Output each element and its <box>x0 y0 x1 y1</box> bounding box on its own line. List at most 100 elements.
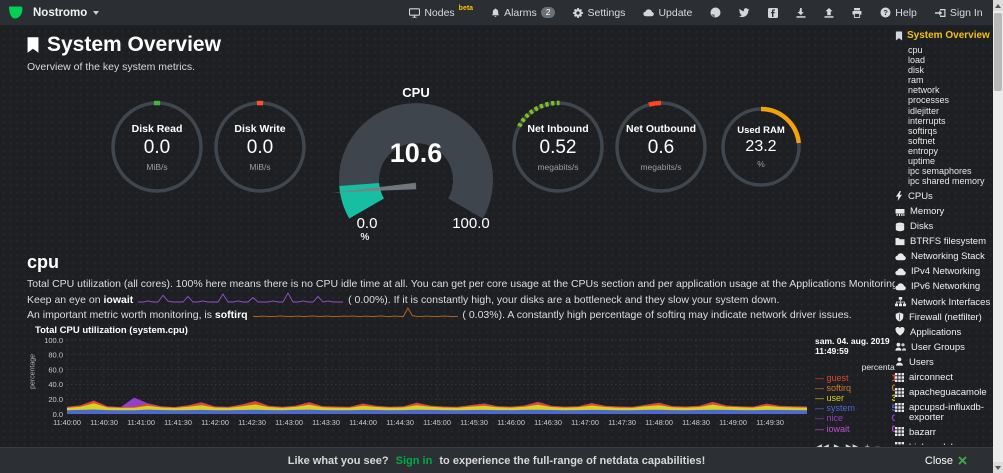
user-icon <box>895 357 904 367</box>
hostname[interactable]: Nostromo <box>33 6 88 19</box>
sidebar-subitem-network[interactable]: network <box>908 85 940 96</box>
sidebar-item-ipv6-networking[interactable]: IPv6 Networking <box>895 282 991 292</box>
gauge-label: Net Outbound <box>626 122 696 135</box>
scroll-down-arrow[interactable] <box>993 462 1003 473</box>
cpu-softirq-line: An important metric worth monitoring, is… <box>27 307 852 322</box>
main-content: System Overview Overview of the key syst… <box>0 25 895 473</box>
legend-unit: percentage <box>861 361 895 372</box>
chevron-down-icon[interactable] <box>93 10 100 15</box>
gauge-label: Disk Write <box>234 122 286 135</box>
svg-text:11:40:00: 11:40:00 <box>53 418 81 427</box>
sidebar-subitem-ipc-semaphores[interactable]: ipc semaphores <box>908 166 972 177</box>
sidebar-item-user-groups[interactable]: User Groups <box>895 343 991 353</box>
svg-text:11:44:30: 11:44:30 <box>386 418 414 427</box>
sidebar-item-system-overview[interactable]: System Overview <box>895 30 991 41</box>
sidebar-item-applications[interactable]: Applications <box>895 327 991 338</box>
svg-text:11:47:00: 11:47:00 <box>571 418 599 427</box>
cloud-icon <box>895 267 906 276</box>
beta-badge: beta <box>458 5 474 12</box>
scrollbar-thumb[interactable] <box>994 13 1002 91</box>
gauge-net-inbound[interactable]: Net Inbound 0.52 megabits/s <box>509 98 607 196</box>
sidebar-subitem-uptime[interactable]: uptime <box>908 156 936 167</box>
sidebar-item-cpus[interactable]: CPUs <box>895 190 991 202</box>
sidebar-subitem-processes[interactable]: processes <box>908 95 950 106</box>
facebook-button[interactable] <box>768 7 779 18</box>
sidebar-item-airconnect[interactable]: airconnect <box>895 372 991 383</box>
gauge-cpu[interactable]: CPU 10.6 0.0 100.0 % <box>323 85 509 242</box>
sidebar-subitem-ipc-shared-memory[interactable]: ipc shared memory <box>908 176 985 187</box>
softirq-sparkline <box>252 307 458 322</box>
sidebar-item-disks[interactable]: Disks <box>895 222 991 232</box>
signin-button[interactable]: Sign In <box>934 7 983 19</box>
netdata-logo[interactable] <box>8 5 25 20</box>
sidebar-item-bazarr[interactable]: bazarr <box>895 427 991 438</box>
sidebar-item-apcupsd-influxdb-exporter[interactable]: apcupsd-influxdb-exporter <box>895 402 991 422</box>
section-heading-cpu[interactable]: cpu <box>27 252 60 272</box>
sidebar-item-apacheguacamole[interactable]: apacheguacamole <box>895 387 991 398</box>
sidebar-item-networking-stack[interactable]: Networking Stack <box>895 252 991 262</box>
scroll-up-arrow[interactable] <box>993 0 1003 11</box>
signin-link[interactable]: Sign in <box>395 454 433 467</box>
gauge-net-outbound[interactable]: Net Outbound 0.6 megabits/s <box>612 98 710 196</box>
sidebar-subitem-entropy[interactable]: entropy <box>908 145 939 156</box>
settings-button[interactable]: Settings <box>573 7 625 19</box>
gauge-unit: MiB/s <box>146 161 168 172</box>
gauge-disk-write[interactable]: Disk Write 0.0 MiB/s <box>211 98 309 196</box>
sidebar-item-label: Disks <box>910 221 934 233</box>
page-scrollbar[interactable] <box>993 0 1003 473</box>
folder-icon <box>895 237 905 246</box>
sidebar-item-users[interactable]: Users <box>895 358 991 368</box>
svg-text:11:40:30: 11:40:30 <box>90 418 118 427</box>
monitor-icon <box>409 7 421 18</box>
alarms-button[interactable]: Alarms 2 <box>491 7 556 19</box>
sidebar-subitem-disk[interactable]: disk <box>908 65 925 76</box>
sidebar-item-label: CPUs <box>908 190 933 202</box>
skip-backward-button[interactable]: ◀◀ <box>815 442 829 453</box>
sidebar-item-memory[interactable]: Memory <box>895 207 991 217</box>
svg-text:100.0: 100.0 <box>44 336 63 345</box>
grid-icon <box>895 387 904 397</box>
bottom-banner: Like what you see? Sign in to experience… <box>0 447 993 473</box>
gauge-disk-read[interactable]: Disk Read 0.0 MiB/s <box>108 98 206 196</box>
print-button[interactable] <box>852 7 862 18</box>
banner-text: Like what you see? Sign in to experience… <box>287 454 706 467</box>
gauge-used-ram[interactable]: Used RAM 23.2 % <box>718 104 804 190</box>
sidebar-item-firewall-netfilter-[interactable]: Firewall (netfilter) <box>895 313 991 323</box>
sidebar-subitem-idlejitter[interactable]: idlejitter <box>908 105 940 116</box>
top-navbar: Nostromo Nodes beta Alarms 2 Settings Upda… <box>0 0 993 26</box>
sidebar-subitem-load[interactable]: load <box>908 55 926 66</box>
cloud-download-icon <box>643 8 655 17</box>
close-banner-button[interactable]: Close <box>925 455 967 467</box>
page-subtitle: Overview of the key system metrics. <box>27 61 196 73</box>
import-button[interactable] <box>796 7 806 18</box>
sidebar-subitem-interrupts[interactable]: interrupts <box>908 115 946 126</box>
sidebar-subitem-softirqs[interactable]: softirqs <box>908 125 938 136</box>
play-button[interactable]: ▶ <box>834 442 841 453</box>
chart-ylabel: percentage <box>29 353 37 389</box>
cpu-chart[interactable]: Total CPU utilization (system.cpu) perce… <box>27 325 896 453</box>
update-button[interactable]: Update <box>643 7 692 19</box>
help-button[interactable]: ? Help <box>880 7 917 19</box>
sidebar-item-ipv4-networking[interactable]: IPv4 Networking <box>895 267 991 277</box>
sidebar-subitem-softnet[interactable]: softnet <box>908 135 936 146</box>
sidebar-item-network-interfaces[interactable]: Network Interfaces <box>895 297 991 308</box>
export-button[interactable] <box>824 7 834 18</box>
sidebar-item-btrfs-filesystem[interactable]: BTRFS filesystem <box>895 237 991 247</box>
sidebar-item-binhex-delugevpn[interactable]: binhex-delugevpn <box>895 442 991 445</box>
github-button[interactable] <box>710 7 721 18</box>
bolt-icon <box>895 191 903 202</box>
sidebar-subitem-ram[interactable]: ram <box>908 75 924 86</box>
sidebar-subitem-cpu[interactable]: cpu <box>908 45 923 55</box>
nodes-button[interactable]: Nodes beta <box>409 5 474 19</box>
skip-forward-button[interactable]: ▶▶ <box>846 442 860 453</box>
gauge-unit: % <box>361 232 370 242</box>
twitter-button[interactable] <box>739 7 750 18</box>
gauge-value: 0.0 <box>246 136 274 158</box>
svg-text:0.0: 0.0 <box>53 409 63 418</box>
